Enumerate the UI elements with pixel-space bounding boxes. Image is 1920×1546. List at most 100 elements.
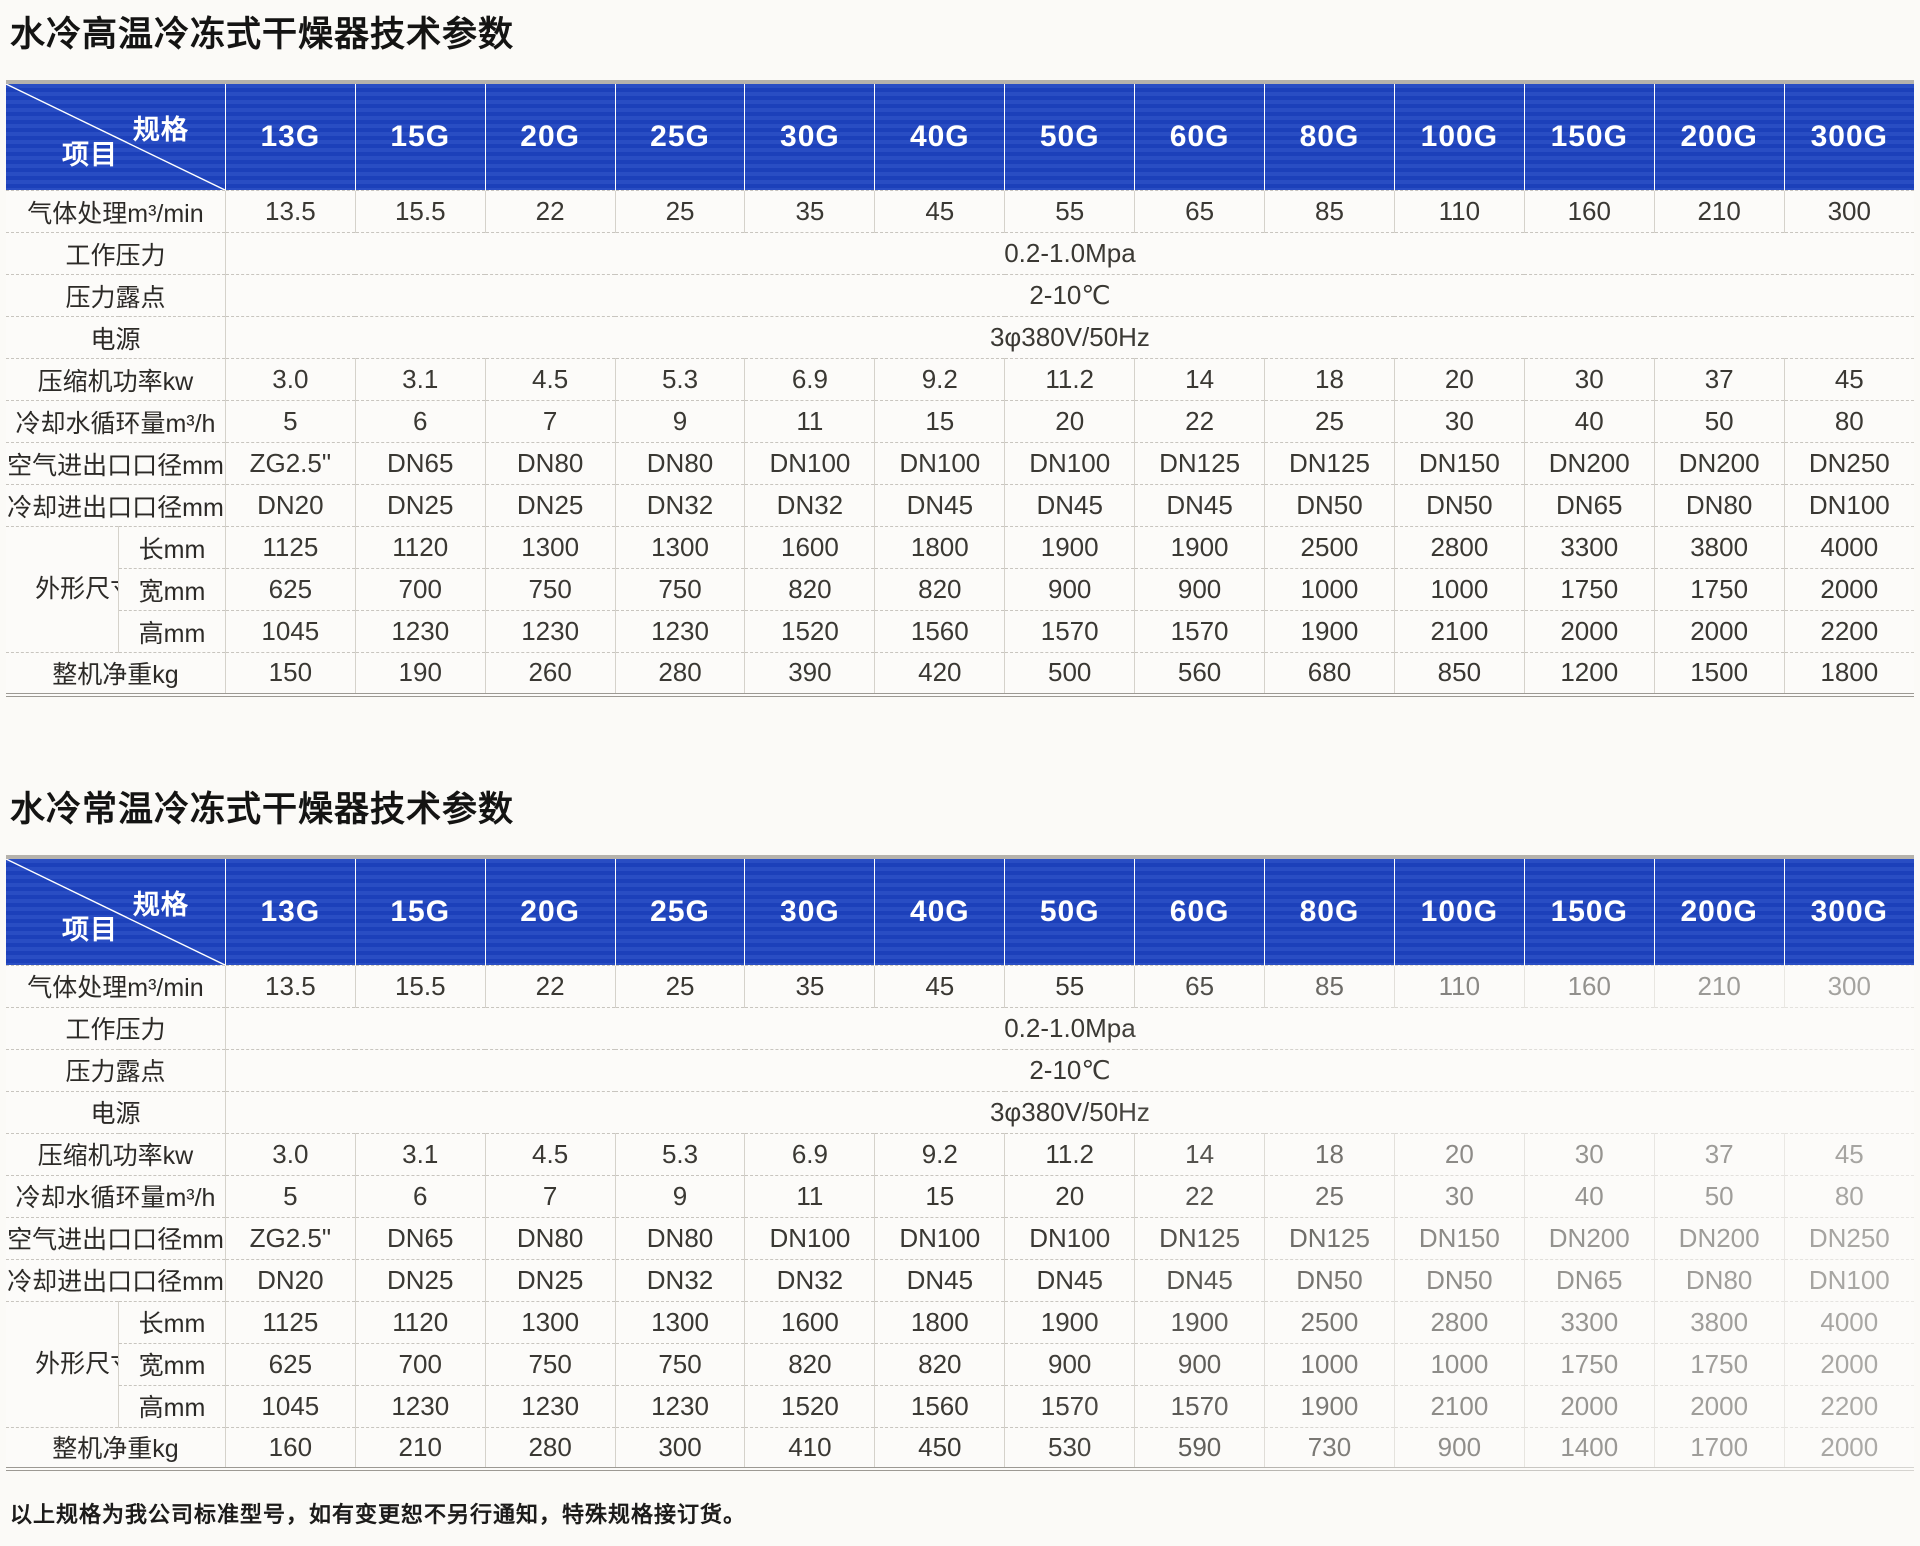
value-cell: DN100 — [874, 442, 1005, 485]
merged-value-cell: 3φ380V/50Hz — [224, 316, 1914, 359]
model-header-cell: 30G — [744, 82, 875, 191]
value-cell: 500 — [1004, 652, 1135, 695]
value-cell: 40 — [1523, 400, 1655, 443]
value-cell: DN25 — [354, 484, 486, 527]
value-cell: 6 — [354, 400, 486, 443]
model-header-cell: 40G — [874, 856, 1005, 965]
row-sub-label: 高mm — [118, 1384, 226, 1427]
value-cell: 9 — [614, 400, 745, 443]
value-cell: 750 — [484, 568, 616, 611]
merged-value-cell: 0.2-1.0Mpa — [224, 232, 1914, 275]
table-row: 宽mm 625 700 750 750 820 820 900 900 1000 1000 1750 1… — [6, 1342, 1914, 1385]
table-row: 高mm 1045 1230 1230 1230 1520 1560 1570 1570 1900 2… — [6, 610, 1914, 653]
value-cell: DN100 — [744, 1216, 875, 1259]
value-cell: 1560 — [874, 610, 1005, 653]
value-cell: 260 — [484, 652, 616, 695]
model-header-cell: 200G — [1653, 856, 1785, 965]
parameter-table: 规格 项目 13G 15G 20G 25G 30G 40G 50G 60G 80G 100G 150G 2… — [6, 80, 1914, 697]
value-cell: DN65 — [1523, 484, 1655, 527]
value-cell: 30 — [1523, 358, 1655, 401]
model-header-cell: 15G — [354, 856, 486, 965]
value-cell: 22 — [484, 190, 616, 233]
value-cell: 820 — [874, 568, 1005, 611]
model-header-cell: 30G — [744, 856, 875, 965]
value-cell: 1520 — [744, 1384, 875, 1427]
value-cell: 210 — [1653, 190, 1785, 233]
corner-label-spec: 规格 — [132, 115, 189, 145]
value-cell: 40 — [1523, 1174, 1655, 1217]
row-label: 冷却进出口口径mm — [6, 1258, 226, 1301]
value-cell: 14 — [1134, 358, 1265, 401]
value-cell: 37 — [1653, 1132, 1785, 1175]
value-cell: DN200 — [1523, 1216, 1655, 1259]
row-sub-label: 长mm — [118, 526, 226, 569]
model-header-cell: 20G — [484, 856, 616, 965]
value-cell: 35 — [744, 964, 875, 1007]
table-row: 冷却水循环量m³/h 5 6 7 9 11 15 20 22 25 30 40 50 80 — [6, 400, 1914, 443]
value-cell: 2800 — [1393, 526, 1525, 569]
value-cell: 2500 — [1264, 526, 1395, 569]
row-group-label: 外形尺寸 — [6, 526, 119, 653]
value-cell: 410 — [744, 1426, 875, 1469]
value-cell: 3.1 — [354, 1132, 486, 1175]
row-label: 冷却进出口口径mm — [6, 484, 226, 527]
value-cell: 1500 — [1653, 652, 1785, 695]
value-cell: 1000 — [1393, 568, 1525, 611]
table-row: 压缩机功率kw 3.0 3.1 4.5 5.3 6.9 9.2 11.2 14 18 20 30 37 4… — [6, 358, 1914, 401]
value-cell: 45 — [1783, 358, 1914, 401]
value-cell: 1230 — [614, 1384, 745, 1427]
table-title-high-temp: 水冷高温冷冻式干燥器技术参数 — [10, 15, 515, 54]
value-cell: 700 — [354, 1342, 486, 1385]
value-cell: DN65 — [1523, 1258, 1655, 1301]
table-row: 电源 3φ380V/50Hz — [6, 316, 1914, 359]
row-group-label-text: 外形尺寸 — [35, 1349, 118, 1378]
value-cell: DN50 — [1393, 484, 1525, 527]
value-cell: 1570 — [1134, 610, 1265, 653]
value-cell: 9 — [614, 1174, 745, 1217]
value-cell: 80 — [1783, 1174, 1914, 1217]
value-cell: 1230 — [354, 1384, 486, 1427]
value-cell: DN80 — [484, 442, 616, 485]
value-cell: 3300 — [1523, 1300, 1655, 1343]
model-header-cell: 100G — [1393, 856, 1525, 965]
row-label: 电源 — [6, 316, 226, 359]
value-cell: DN20 — [224, 484, 356, 527]
value-cell: DN125 — [1264, 442, 1395, 485]
value-cell: DN80 — [614, 442, 745, 485]
value-cell: 300 — [614, 1426, 745, 1469]
value-cell: DN100 — [874, 1216, 1005, 1259]
merged-value-cell: 3φ380V/50Hz — [224, 1090, 1914, 1133]
table-row: 压力露点 2-10℃ — [6, 1048, 1914, 1091]
value-cell: 160 — [224, 1426, 356, 1469]
value-cell: 25 — [614, 190, 745, 233]
model-header-cell: 13G — [224, 856, 356, 965]
spec-table-normal-temp: 规格 项目 13G 15G 20G 25G 30G 40G 50G 60G 80G 100G 150G 2… — [6, 854, 1914, 1471]
spec-table-high-temp: 规格 项目 13G 15G 20G 25G 30G 40G 50G 60G 80G 100G 150G 2… — [6, 80, 1914, 697]
value-cell: 420 — [874, 652, 1005, 695]
model-header-cell: 100G — [1393, 82, 1525, 191]
value-cell: 1750 — [1653, 568, 1785, 611]
row-label: 压力露点 — [6, 274, 226, 317]
row-sub-label: 高mm — [118, 610, 226, 653]
value-cell: 25 — [1264, 1174, 1395, 1217]
section-high-temp-dryer: 水冷高温冷冻式干燥器技术参数 规格 项目 13G 15G 20G 25G 30G 40G 50G… — [4, 14, 1916, 697]
value-cell: 5.3 — [614, 358, 745, 401]
section-gap — [4, 697, 1916, 789]
table-row: 冷却进出口口径mm DN20 DN25 DN25 DN32 DN32 DN45 DN45 DN4… — [6, 1258, 1914, 1301]
model-header-cell: 50G — [1004, 856, 1135, 965]
value-cell: 11.2 — [1004, 1132, 1135, 1175]
value-cell: 85 — [1264, 190, 1395, 233]
value-cell: DN65 — [354, 1216, 486, 1259]
model-header-cell: 50G — [1004, 82, 1135, 191]
value-cell: 730 — [1264, 1426, 1395, 1469]
value-cell: 1045 — [224, 1384, 356, 1427]
row-label: 压力露点 — [6, 1048, 226, 1091]
value-cell: 65 — [1134, 190, 1265, 233]
value-cell: DN45 — [874, 484, 1005, 527]
value-cell: 1570 — [1134, 1384, 1265, 1427]
value-cell: 1230 — [484, 610, 616, 653]
value-cell: 1900 — [1264, 1384, 1395, 1427]
value-cell: 4.5 — [484, 1132, 616, 1175]
value-cell: 18 — [1264, 358, 1395, 401]
